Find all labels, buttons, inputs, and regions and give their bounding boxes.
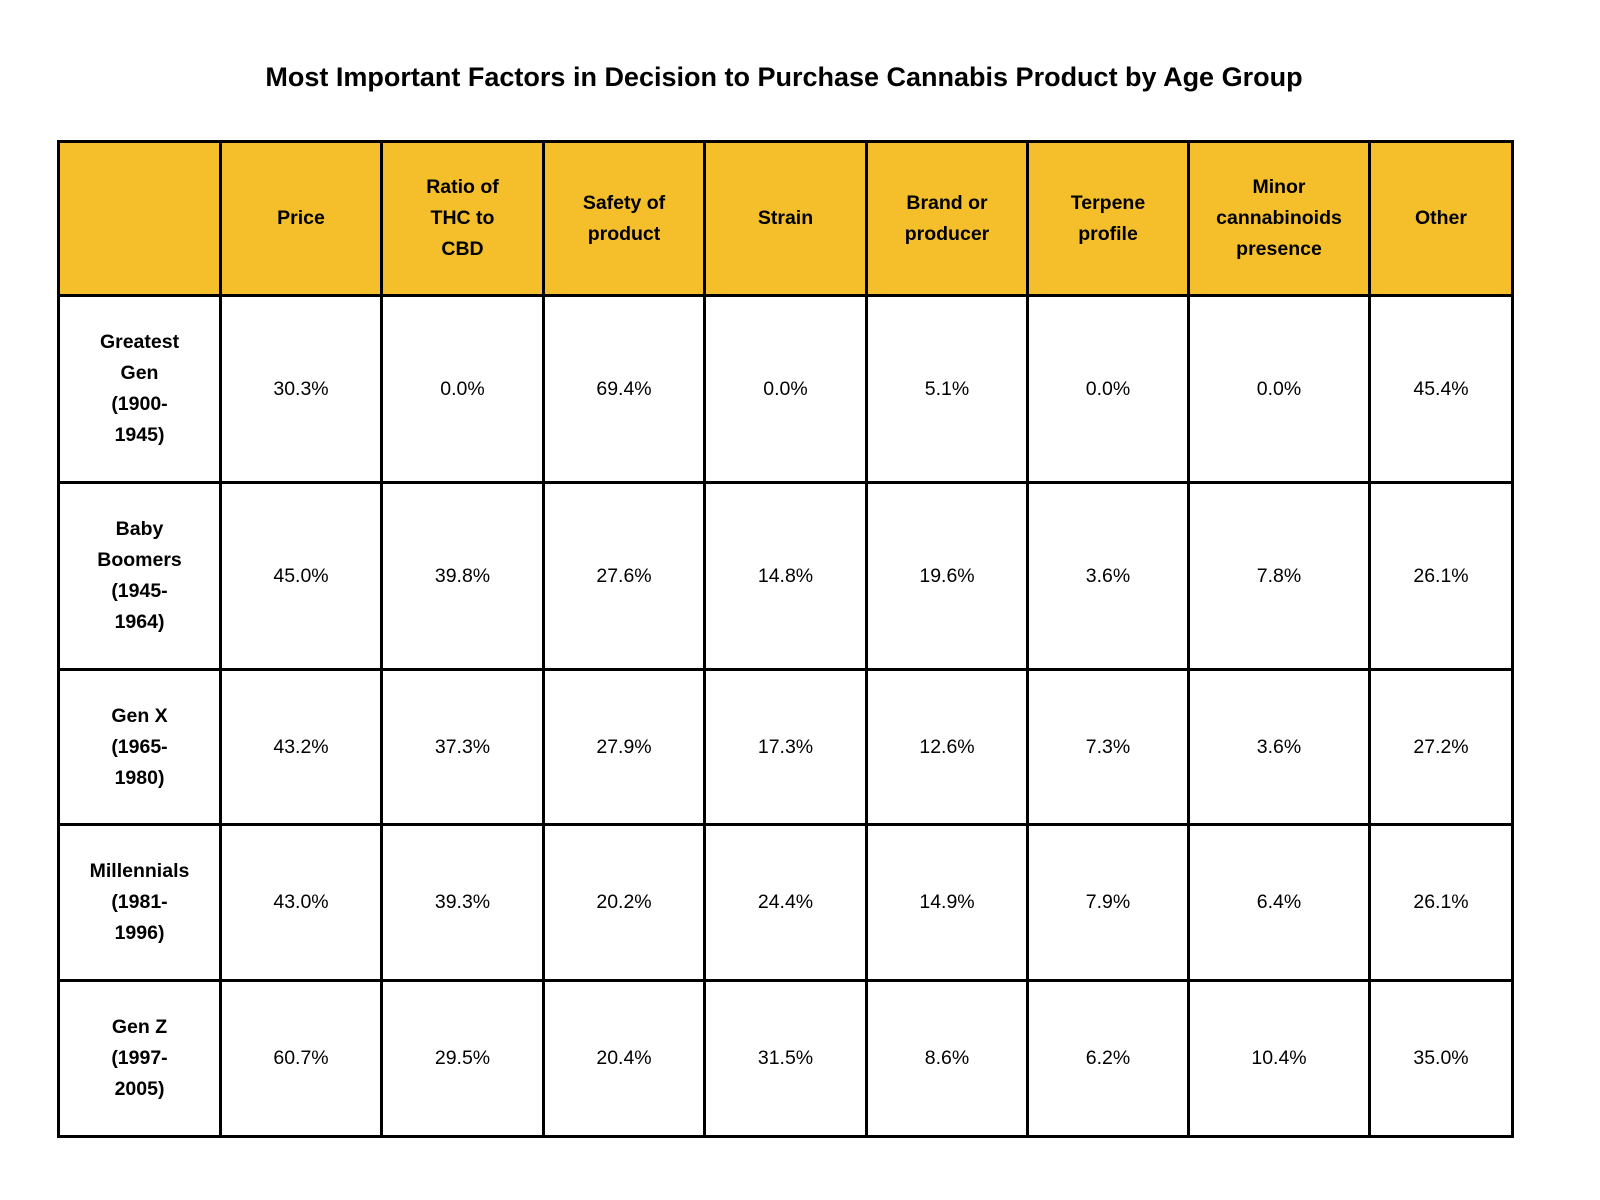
value-cell: 39.3% [380, 823, 545, 982]
value-cell: 10.4% [1187, 979, 1371, 1138]
value-cell: 27.9% [542, 668, 706, 826]
value-cell: 60.7% [219, 979, 383, 1138]
column-header: Safety of product [542, 140, 706, 297]
value-cell: 19.6% [865, 481, 1029, 671]
value-cell: 30.3% [219, 294, 383, 484]
value-cell: 27.6% [542, 481, 706, 671]
value-cell: 12.6% [865, 668, 1029, 826]
value-cell: 39.8% [380, 481, 545, 671]
value-cell: 6.2% [1026, 979, 1190, 1138]
value-cell: 20.2% [542, 823, 706, 982]
value-cell: 0.0% [703, 294, 868, 484]
chart-title: Most Important Factors in Decision to Pu… [265, 62, 1303, 92]
value-cell: 3.6% [1026, 481, 1190, 671]
table-row: Gen X (1965- 1980) 43.2% 37.3% 27.9% 17.3% 12… [57, 668, 1514, 826]
value-cell: 45.0% [219, 481, 383, 671]
value-cell: 0.0% [380, 294, 545, 484]
value-cell: 0.0% [1187, 294, 1371, 484]
value-cell: 29.5% [380, 979, 545, 1138]
value-cell: 3.6% [1187, 668, 1371, 826]
row-label: Millennials (1981- 1996) [57, 823, 222, 982]
value-cell: 6.4% [1187, 823, 1371, 982]
value-cell: 0.0% [1026, 294, 1190, 484]
table-row: Greatest Gen (1900- 1945) 30.3% 0.0% 69.4% 0… [57, 294, 1514, 484]
table-row: Millennials (1981- 1996) 43.0% 39.3% 20.2% 2… [57, 823, 1514, 982]
table-row: Baby Boomers (1945- 1964) 45.0% 39.8% 27.6%… [57, 481, 1514, 671]
value-cell: 17.3% [703, 668, 868, 826]
value-cell: 43.2% [219, 668, 383, 826]
column-header: Other [1368, 140, 1514, 297]
value-cell: 14.9% [865, 823, 1029, 982]
row-label: Greatest Gen (1900- 1945) [57, 294, 222, 484]
column-header: Brand or producer [865, 140, 1029, 297]
header-row: Price Ratio of THC to CBD Safety of produc… [57, 140, 1514, 297]
value-cell: 8.6% [865, 979, 1029, 1138]
row-label: Gen X (1965- 1980) [57, 668, 222, 826]
corner-header-cell [57, 140, 222, 297]
column-header: Ratio of THC to CBD [380, 140, 545, 297]
column-header: Strain [703, 140, 868, 297]
data-table: Price Ratio of THC to CBD Safety of produc… [57, 140, 1514, 1138]
value-cell: 35.0% [1368, 979, 1514, 1138]
value-cell: 24.4% [703, 823, 868, 982]
value-cell: 31.5% [703, 979, 868, 1138]
value-cell: 45.4% [1368, 294, 1514, 484]
value-cell: 26.1% [1368, 823, 1514, 982]
row-label: Baby Boomers (1945- 1964) [57, 481, 222, 671]
value-cell: 7.3% [1026, 668, 1190, 826]
row-label: Gen Z (1997- 2005) [57, 979, 222, 1138]
value-cell: 27.2% [1368, 668, 1514, 826]
value-cell: 20.4% [542, 979, 706, 1138]
column-header: Price [219, 140, 383, 297]
value-cell: 26.1% [1368, 481, 1514, 671]
value-cell: 14.8% [703, 481, 868, 671]
value-cell: 5.1% [865, 294, 1029, 484]
column-header: Minor cannabinoids presence [1187, 140, 1371, 297]
value-cell: 7.8% [1187, 481, 1371, 671]
value-cell: 37.3% [380, 668, 545, 826]
value-cell: 7.9% [1026, 823, 1190, 982]
table-row: Gen Z (1997- 2005) 60.7% 29.5% 20.4% 31.5% 8.… [57, 979, 1514, 1138]
column-header: Terpene profile [1026, 140, 1190, 297]
value-cell: 43.0% [219, 823, 383, 982]
value-cell: 69.4% [542, 294, 706, 484]
